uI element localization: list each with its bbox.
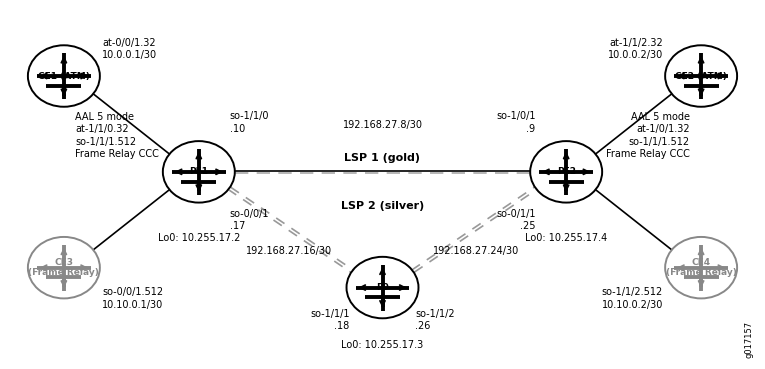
- Ellipse shape: [28, 45, 100, 107]
- Text: LSP 1 (gold): LSP 1 (gold): [344, 153, 421, 163]
- Text: CE2 (ATM): CE2 (ATM): [675, 72, 727, 80]
- Text: AAL 5 mode
at-1/0/1.32
so-1/1/1.512
Frame Relay CCC: AAL 5 mode at-1/0/1.32 so-1/1/1.512 Fram…: [606, 112, 690, 159]
- Text: g017157: g017157: [744, 321, 754, 358]
- Text: CE4
(Frame Relay): CE4 (Frame Relay): [666, 258, 737, 277]
- Ellipse shape: [28, 237, 100, 299]
- Text: CE3
(Frame Relay): CE3 (Frame Relay): [28, 258, 99, 277]
- Text: so-0/0/1
.17: so-0/0/1 .17: [230, 209, 269, 231]
- Text: 192.168.27.16/30: 192.168.27.16/30: [246, 246, 332, 256]
- Text: so-1/1/2
.26: so-1/1/2 .26: [415, 309, 455, 331]
- Ellipse shape: [665, 45, 737, 107]
- Text: 192.168.27.8/30: 192.168.27.8/30: [343, 120, 422, 130]
- Text: Lo0: 10.255.17.3: Lo0: 10.255.17.3: [341, 341, 424, 351]
- Text: PE2: PE2: [557, 168, 576, 176]
- Text: so-1/1/0
.10: so-1/1/0 .10: [230, 111, 269, 134]
- Text: P0: P0: [376, 283, 389, 292]
- Ellipse shape: [163, 141, 235, 203]
- Text: at-1/1/2.32
10.0.0.2/30: at-1/1/2.32 10.0.0.2/30: [607, 38, 663, 60]
- Text: so-1/0/1
.9: so-1/0/1 .9: [496, 111, 536, 134]
- Text: Lo0: 10.255.17.2: Lo0: 10.255.17.2: [158, 233, 240, 243]
- Text: at-0/0/1.32
10.0.0.1/30: at-0/0/1.32 10.0.0.1/30: [102, 38, 158, 60]
- Text: LSP 2 (silver): LSP 2 (silver): [341, 201, 424, 211]
- Text: so-0/1/1
.25: so-0/1/1 .25: [496, 209, 536, 231]
- Text: so-0/0/1.512
10.10.0.1/30: so-0/0/1.512 10.10.0.1/30: [102, 287, 164, 310]
- Text: CE1 (ATM): CE1 (ATM): [38, 72, 90, 80]
- Ellipse shape: [347, 257, 418, 318]
- Text: so-1/1/1
.18: so-1/1/1 .18: [310, 309, 350, 331]
- Text: PE1: PE1: [189, 168, 208, 176]
- Ellipse shape: [530, 141, 602, 203]
- Ellipse shape: [665, 237, 737, 299]
- Text: AAL 5 mode
at-1/1/0.32
so-1/1/1.512
Frame Relay CCC: AAL 5 mode at-1/1/0.32 so-1/1/1.512 Fram…: [75, 112, 159, 159]
- Text: so-1/1/2.512
10.10.0.2/30: so-1/1/2.512 10.10.0.2/30: [601, 287, 663, 310]
- Text: 192.168.27.24/30: 192.168.27.24/30: [433, 246, 519, 256]
- Text: Lo0: 10.255.17.4: Lo0: 10.255.17.4: [525, 233, 607, 243]
